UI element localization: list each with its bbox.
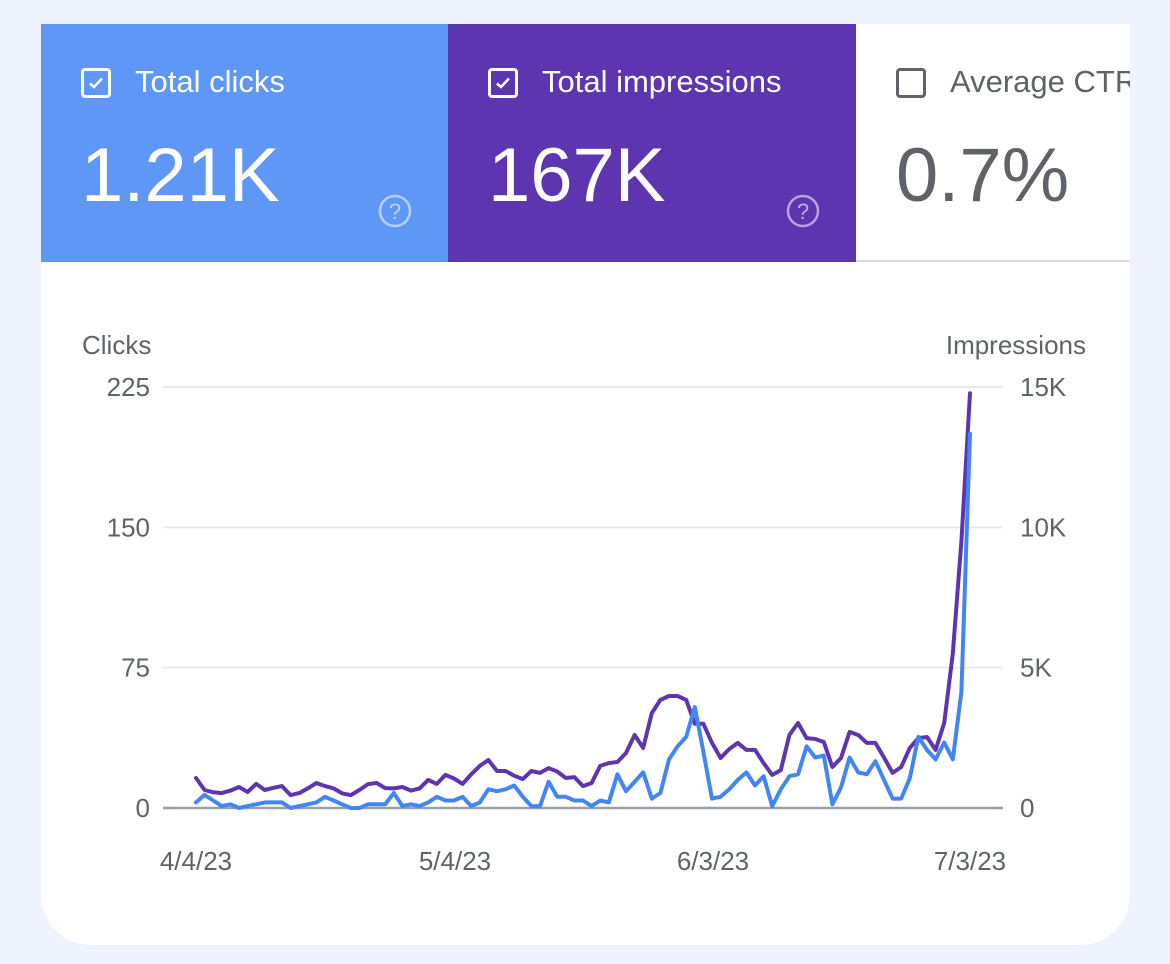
right-tick-label: 15K [1020,372,1067,402]
right-tick-label: 5K [1020,653,1052,683]
tile-value: 1.21K [81,133,280,218]
left-tick-label: 225 [107,372,150,402]
help-icon[interactable]: ? [378,194,412,228]
left-tick-label: 150 [107,512,150,542]
tile-label: Total clicks [135,64,285,99]
x-tick-label: 5/4/23 [419,846,491,876]
total-impressions-tile[interactable]: Total impressions 167K ? [448,24,856,262]
checkbox-unchecked-icon[interactable] [896,68,926,98]
help-icon[interactable]: ? [786,194,820,228]
tile-value: 167K [488,133,666,218]
checkbox-checked-icon[interactable] [488,68,518,98]
right-tick-label: 0 [1020,793,1034,823]
right-tick-label: 10K [1020,512,1067,542]
left-tick-label: 0 [136,793,150,823]
clicks-series-line [194,431,972,810]
total-clicks-tile[interactable]: Total clicks 1.21K ? [41,24,448,262]
checkbox-checked-icon[interactable] [81,68,111,98]
svg-text:?: ? [797,199,809,224]
tile-label: Total impressions [542,64,782,99]
right-axis-title: Impressions [946,330,1086,360]
x-tick-label: 7/3/23 [934,846,1006,876]
tile-value: 0.7% [896,133,1070,218]
left-tick-label: 75 [121,653,150,683]
svg-text:?: ? [389,199,401,224]
x-tick-label: 4/4/23 [160,846,232,876]
average-ctr-tile[interactable]: Average CTR 0.7% [856,24,1130,262]
left-axis-title: Clicks [82,330,151,360]
x-tick-label: 6/3/23 [677,846,749,876]
tile-label: Average CTR [950,64,1130,99]
impressions-series-line [194,391,972,798]
